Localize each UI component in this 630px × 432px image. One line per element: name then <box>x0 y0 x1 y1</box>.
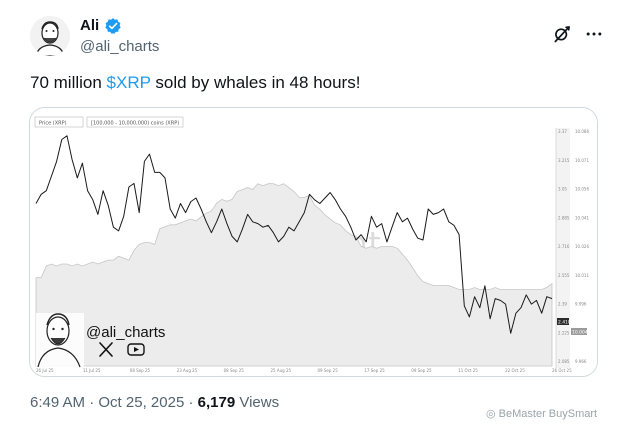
x-axis-labels: 26 Jul 25 11 Jul 25 08 Sep 25 23 Aug 25 08 S… <box>36 368 572 373</box>
y-tick-price: 2.225 <box>558 330 570 335</box>
y-tick-price: 2.716 <box>558 244 570 249</box>
price-line <box>35 135 553 334</box>
tweet-date[interactable]: Oct 25, 2025 <box>98 394 185 411</box>
y-tick-holdings: 10.071 <box>575 158 589 163</box>
y-tick-price: 3.37 <box>558 129 567 134</box>
x-tick-label: 11 Oct 25 <box>458 368 478 373</box>
y-tick-price: 2.39 <box>558 302 567 307</box>
watermark-text: BeMaster BuySmart <box>498 408 598 420</box>
y-tick-holdings: 9.966 <box>575 359 587 364</box>
current-price-label: 2.418 <box>558 320 571 326</box>
x-tick-label: 26 Oct 25 <box>552 368 572 373</box>
y-tick-price: 2.085 <box>558 359 570 364</box>
y-tick-holdings: 10.086 <box>575 129 589 134</box>
x-tick-label: 25 Aug 25 <box>271 368 292 373</box>
tweet-text: 70 million $XRP sold by whales in 48 hou… <box>30 72 360 94</box>
verified-badge-icon <box>105 18 121 34</box>
watermark-avatar-icon <box>36 313 84 368</box>
cartoon-avatar-icon <box>30 16 70 56</box>
legend-price-box <box>34 116 84 128</box>
y-tick-price: 3.05 <box>558 187 567 192</box>
y-tick-price: 3.215 <box>558 158 570 163</box>
chart-canvas: Price (XRP) [100,000 - 10,000,000) coins… <box>30 108 597 376</box>
views-count: 6,179 <box>197 394 236 411</box>
y-tick-holdings: 10.011 <box>575 273 589 278</box>
legend-price: Price (XRP) <box>39 121 67 127</box>
tweet-header: Ali @ali_charts <box>30 16 602 60</box>
more-options-icon[interactable] <box>584 24 604 44</box>
watermark-logo-icon: ◎ <box>486 408 499 420</box>
youtube-icon <box>127 343 145 356</box>
y-tick-price: 2.555 <box>558 273 570 278</box>
current-price-tag <box>557 318 569 325</box>
x-tick-label: 17 Sep 25 <box>364 368 385 373</box>
holdings-series <box>35 183 553 367</box>
tweet-text-before: 70 million <box>30 73 107 92</box>
tweet-text-after: sold by whales in 48 hours! <box>150 73 361 92</box>
author-name[interactable]: Ali <box>80 17 100 34</box>
y-tick-price: 2.885 <box>558 215 570 220</box>
y-axis-price-labels: 3.37 3.215 3.05 2.885 2.716 2.555 2.39 2.225 2.0… <box>558 129 570 364</box>
price-series <box>35 135 553 334</box>
y-tick-holdings: 10.026 <box>575 244 589 249</box>
tweet-time[interactable]: 6:49 AM <box>30 394 86 411</box>
x-tick-label: 23 Aug 25 <box>177 368 198 373</box>
y-tick-holdings: 9.996 <box>575 302 587 307</box>
current-holdings-label: 10.004 <box>572 330 588 336</box>
current-holdings-tag <box>571 328 587 335</box>
y-tick-holdings: 10.056 <box>575 187 589 192</box>
views-label: Views <box>235 394 280 411</box>
x-tick-label: 22 Oct 25 <box>505 368 525 373</box>
avatar[interactable] <box>30 16 70 56</box>
holdings-area <box>35 183 553 367</box>
tweet-media-chart[interactable]: Price (XRP) [100,000 - 10,000,000) coins… <box>29 107 598 377</box>
axis-scrollbar-track[interactable] <box>556 128 570 368</box>
x-tick-label: 09 Sep 25 <box>411 368 432 373</box>
cashtag-link[interactable]: $XRP <box>106 73 151 92</box>
x-tick-label: 11 Jul 25 <box>83 368 101 373</box>
tweet-meta: 6:49 AM · Oct 25, 2025 · 6,179 Views <box>30 394 279 411</box>
watermark-handle: @ali_charts <box>86 324 165 341</box>
x-tick-label: 08 Sep 25 <box>224 368 245 373</box>
y-tick-holdings: 10.041 <box>575 215 589 220</box>
meta-separator-2: · <box>184 394 198 411</box>
grok-icon[interactable] <box>552 24 572 44</box>
x-tick-label: 09 Sep 25 <box>318 368 339 373</box>
legend-holdings-box <box>86 116 184 128</box>
author-watermark: @ali_charts <box>36 313 165 368</box>
legend-holdings: [100,000 - 10,000,000) coins (XRP) <box>91 121 179 127</box>
meta-separator: · <box>85 394 99 411</box>
author-handle[interactable]: @ali_charts <box>80 38 160 55</box>
x-logo-icon <box>99 342 113 357</box>
image-watermark: ◎ BeMaster BuySmart <box>486 407 597 420</box>
x-tick-label: 08 Sep 25 <box>130 368 151 373</box>
x-tick-label: 26 Jul 25 <box>36 368 54 373</box>
